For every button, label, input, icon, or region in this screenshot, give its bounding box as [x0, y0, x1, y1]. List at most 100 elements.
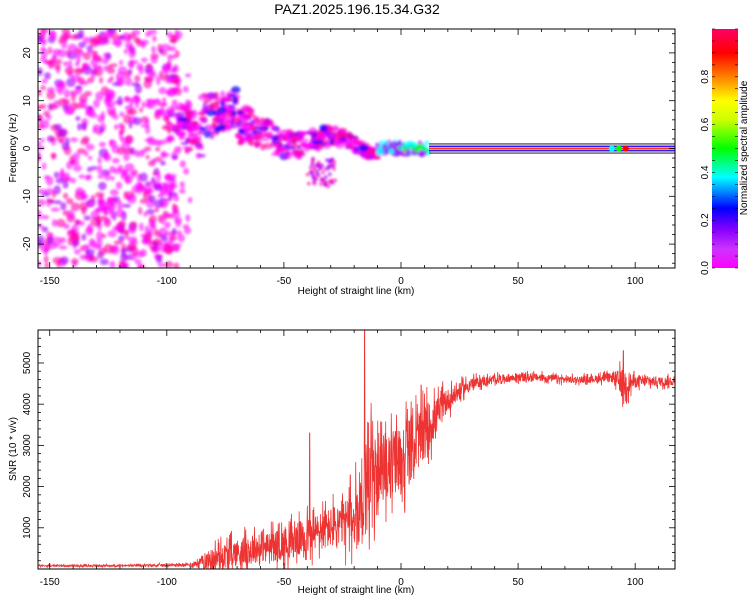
heat-blob: [49, 30, 57, 41]
heat-blob: [41, 192, 50, 197]
heat-blob: [308, 165, 313, 170]
heat-blob: [155, 75, 161, 86]
heat-blob: [38, 90, 43, 96]
heat-blob: [131, 82, 141, 87]
heat-blob: [147, 139, 156, 146]
heat-blob: [83, 90, 93, 97]
y-tick-label: 5000: [22, 351, 33, 374]
heat-blob: [123, 48, 128, 55]
heat-blob: [134, 259, 142, 265]
heat-blob: [228, 111, 233, 116]
heat-blob: [171, 99, 178, 104]
heat-blob: [115, 71, 126, 82]
heat-blob: [90, 58, 98, 67]
heat-blob: [58, 38, 63, 44]
heat-blob: [38, 198, 46, 207]
heat-blob: [179, 181, 186, 189]
heat-blob: [141, 41, 146, 49]
heat-blob: [40, 137, 45, 143]
heat-blob: [100, 35, 108, 42]
y-tick-label: 3000: [22, 434, 33, 457]
heat-blob: [81, 63, 89, 70]
heat-blob: [171, 124, 178, 130]
heat-blob: [88, 255, 99, 263]
x-tick-label: -100: [157, 577, 177, 588]
heat-blob: [63, 89, 70, 99]
heat-blob: [58, 245, 68, 250]
snr-frame: [37, 329, 676, 570]
heat-blob: [160, 152, 170, 157]
heat-blob: [279, 147, 285, 154]
heat-blob: [154, 207, 160, 213]
heat-blob: [169, 87, 180, 94]
heat-blob: [52, 256, 63, 265]
heat-blob: [85, 174, 93, 180]
heat-blob: [95, 215, 104, 223]
heat-blob: [128, 48, 136, 59]
heat-blob: [46, 236, 54, 246]
heat-blob: [310, 174, 315, 179]
heat-blob: [424, 140, 430, 146]
heat-blob: [302, 131, 309, 135]
heat-blob: [125, 41, 134, 50]
heat-blob: [44, 72, 51, 80]
heat-blob: [192, 109, 198, 116]
heat-blob: [112, 226, 121, 232]
heat-blob: [177, 131, 187, 136]
heat-blob: [138, 264, 144, 268]
heat-blob: [55, 58, 62, 65]
heat-blob: [306, 181, 311, 186]
heat-blob: [70, 137, 79, 143]
heat-blob: [89, 240, 97, 249]
heat-blob: [421, 147, 426, 151]
heat-blob: [106, 196, 117, 202]
heat-blob: [272, 136, 280, 140]
heat-blob: [122, 32, 131, 42]
heat-blob: [220, 100, 225, 107]
heat-blob: [99, 76, 104, 84]
snr-y-axis-label: SNR (10 * v/v): [8, 417, 19, 481]
heat-blob: [320, 163, 325, 168]
heat-blob: [152, 35, 157, 42]
heat-blob: [95, 91, 104, 101]
heat-blob: [329, 139, 335, 145]
heat-blob: [188, 147, 194, 152]
heat-blob: [97, 201, 105, 207]
heat-blob: [154, 108, 160, 118]
heat-blob: [139, 248, 148, 257]
heat-blob: [139, 222, 144, 232]
heat-blob: [417, 144, 422, 148]
heat-blob: [80, 195, 87, 201]
heat-blob: [162, 183, 170, 192]
heat-blob: [82, 36, 89, 45]
heat-blob: [63, 192, 69, 200]
heat-blob: [353, 141, 363, 149]
heat-blob: [328, 132, 336, 141]
heat-blob: [123, 148, 134, 155]
heat-blob: [39, 242, 50, 253]
heat-blob: [148, 214, 157, 224]
heat-blob: [270, 152, 281, 157]
heat-blob: [171, 243, 180, 252]
heat-blob: [91, 50, 97, 59]
heat-blob: [268, 130, 273, 139]
heat-blob: [163, 212, 172, 218]
carrier-blob: [622, 145, 629, 152]
heat-blob: [120, 253, 128, 261]
heat-blob: [140, 57, 148, 63]
heat-blob: [153, 183, 162, 191]
heat-blob: [107, 29, 117, 34]
heat-blob: [72, 240, 80, 247]
heat-blob: [244, 127, 250, 135]
heat-blob: [360, 144, 369, 152]
y-tick-label: 1000: [22, 516, 33, 539]
heat-blob: [171, 206, 177, 215]
heat-blob: [133, 94, 140, 102]
heat-blob: [414, 146, 419, 150]
heat-blob: [260, 137, 270, 142]
heat-blob: [151, 45, 156, 54]
heat-blob: [176, 120, 185, 128]
heat-blob: [78, 201, 88, 212]
heat-blob: [156, 230, 162, 238]
